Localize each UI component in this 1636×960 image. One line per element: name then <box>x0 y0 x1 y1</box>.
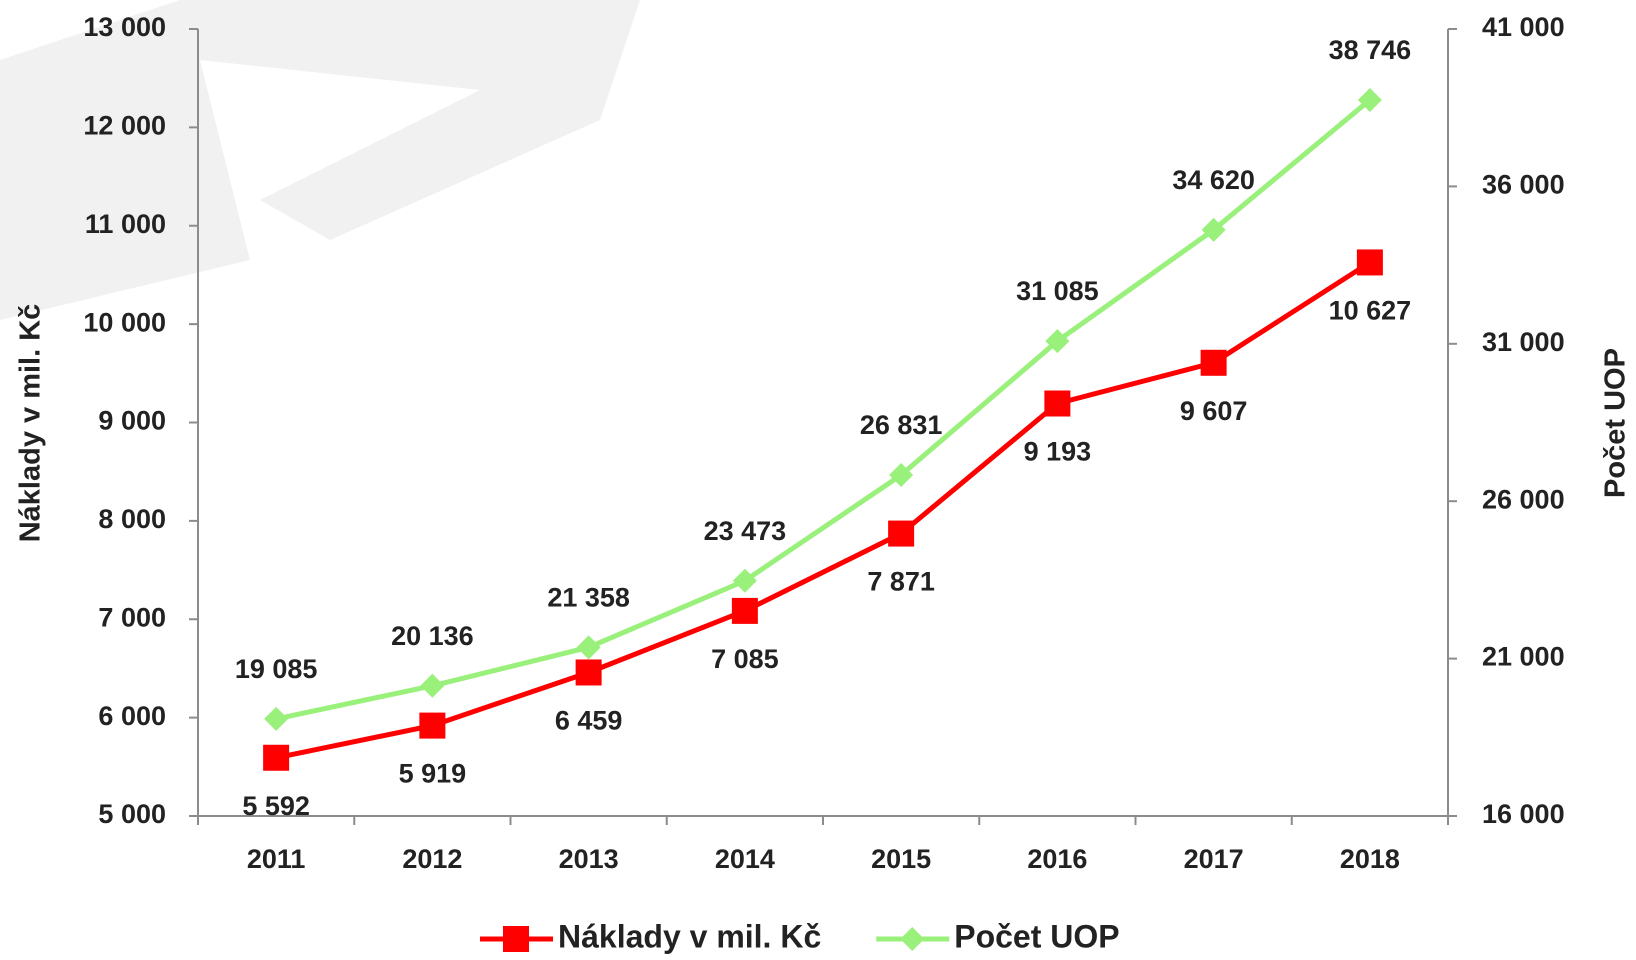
marker <box>264 706 289 731</box>
marker <box>889 463 914 488</box>
marker <box>732 568 757 593</box>
x-tick-label: 2014 <box>715 844 775 874</box>
data-label: 26 831 <box>860 410 943 440</box>
marker <box>263 744 290 771</box>
legend-item: Počet UOP <box>876 918 1120 954</box>
legend-text: Počet UOP <box>954 918 1119 954</box>
y-tick-label: 10 000 <box>83 307 166 337</box>
data-label: 38 746 <box>1329 35 1412 65</box>
data-label: 7 085 <box>711 644 779 674</box>
y-tick-label: 13 000 <box>83 12 166 42</box>
y-axis-title: Náklady v mil. Kč <box>15 304 47 543</box>
y-tick-label: 5 000 <box>98 799 166 829</box>
y2-tick-label: 36 000 <box>1482 170 1565 200</box>
data-label: 20 136 <box>391 621 474 651</box>
y2-tick-label: 41 000 <box>1482 12 1565 42</box>
y-tick-label: 8 000 <box>98 504 166 534</box>
marker <box>888 520 915 547</box>
marker <box>1200 349 1227 376</box>
x-tick-label: 2013 <box>559 844 619 874</box>
marker <box>420 673 445 698</box>
y-tick-label: 7 000 <box>98 602 166 632</box>
x-tick-label: 2018 <box>1340 844 1400 874</box>
data-label: 23 473 <box>704 516 787 546</box>
marker <box>1201 217 1226 242</box>
y2-tick-label: 21 000 <box>1482 642 1565 672</box>
marker <box>1045 329 1070 354</box>
x-tick-label: 2017 <box>1184 844 1244 874</box>
data-label: 6 459 <box>555 706 623 736</box>
data-label: 10 627 <box>1329 296 1412 326</box>
marker <box>576 635 601 660</box>
marker <box>575 659 602 686</box>
x-tick-label: 2011 <box>247 844 306 874</box>
y2-axis-title: Počet UOP <box>1600 348 1632 498</box>
y2-tick-label: 26 000 <box>1482 484 1565 514</box>
series-line <box>275 260 1372 761</box>
marker <box>1044 390 1071 417</box>
data-label: 31 085 <box>1016 276 1099 306</box>
marker <box>1356 249 1383 276</box>
x-tick-label: 2012 <box>402 844 462 874</box>
data-label: 21 358 <box>547 582 630 612</box>
x-tick-label: 2016 <box>1027 844 1087 874</box>
legend-text: Náklady v mil. Kč <box>558 918 821 954</box>
data-label: 5 592 <box>242 791 310 821</box>
legend-item: Náklady v mil. Kč <box>480 918 821 954</box>
y2-tick-label: 31 000 <box>1482 327 1565 357</box>
data-label: 9 193 <box>1024 437 1092 467</box>
data-label: 5 919 <box>399 759 467 789</box>
y-tick-label: 6 000 <box>98 701 166 731</box>
x-tick-label: 2015 <box>871 844 931 874</box>
y-tick-label: 9 000 <box>98 406 166 436</box>
marker <box>731 597 758 624</box>
series-line <box>275 98 1372 722</box>
y2-tick-label: 16 000 <box>1482 799 1565 829</box>
legend-marker <box>900 927 925 951</box>
marker <box>1357 87 1382 112</box>
y-tick-label: 11 000 <box>85 209 166 239</box>
legend-marker <box>503 926 529 952</box>
watermark <box>0 0 640 320</box>
marker <box>419 712 446 739</box>
data-label: 7 871 <box>867 567 935 597</box>
data-label: 34 620 <box>1172 165 1255 195</box>
y-tick-label: 12 000 <box>83 111 166 141</box>
data-label: 19 085 <box>235 654 318 684</box>
data-label: 9 607 <box>1180 396 1248 426</box>
